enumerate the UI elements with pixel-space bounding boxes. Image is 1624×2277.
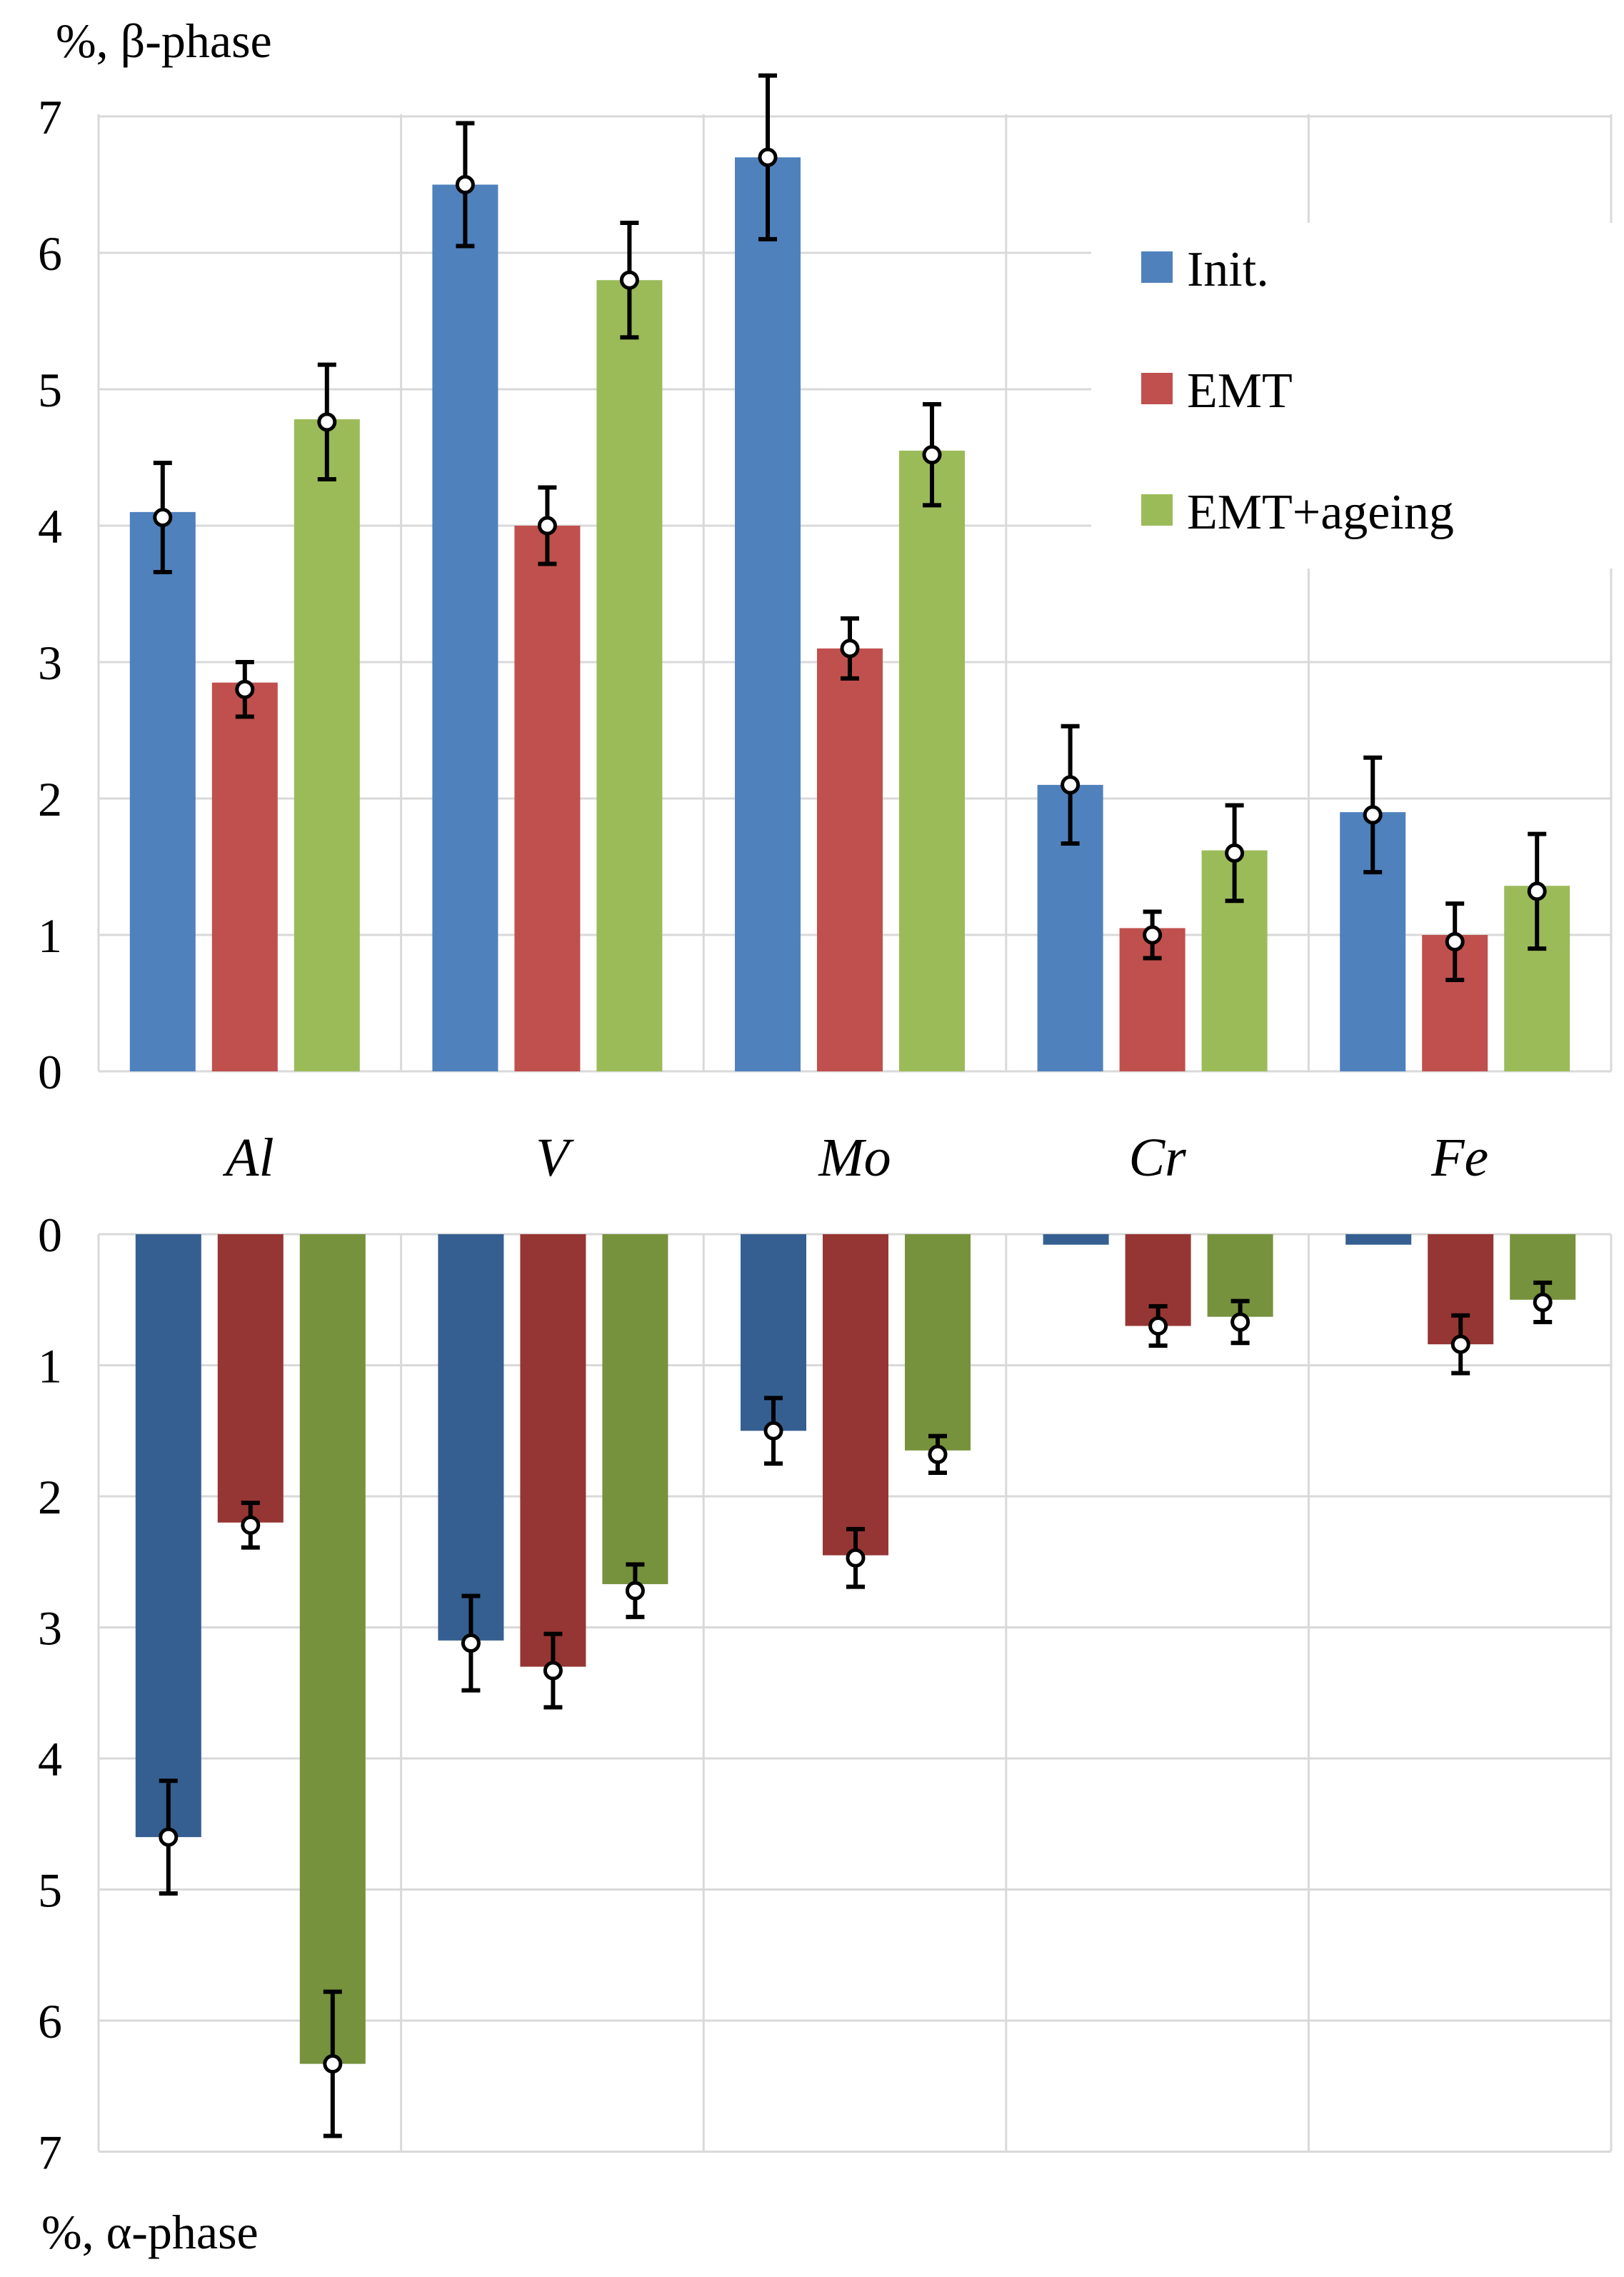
- bottom-bar-mo-emt-ageing-marker: [928, 1444, 948, 1464]
- top-bar-cr-emt-marker: [1143, 925, 1163, 945]
- top-bar-al-emt-ageing-marker: [317, 412, 337, 432]
- category-label-mo: Mo: [818, 1128, 891, 1188]
- bottom-y-tick-1: 1: [38, 1339, 62, 1393]
- bottom-bar-al-emt: [217, 1234, 284, 1523]
- top-bar-fe-emt-marker: [1445, 932, 1465, 952]
- bottom-bar-mo-init-marker: [763, 1421, 783, 1441]
- bottom-y-tick-4: 4: [38, 1732, 62, 1786]
- top-y-tick-5: 5: [38, 363, 62, 417]
- bottom-bar-v-emt-ageing: [602, 1234, 668, 1584]
- bottom-bar-cr-emt-marker: [1148, 1316, 1168, 1336]
- legend-swatch-emt: [1141, 373, 1173, 404]
- bottom-bar-fe-emt-ageing-marker: [1533, 1292, 1553, 1312]
- bottom-bar-mo-emt-ageing: [905, 1234, 971, 1451]
- legend-label-init: Init.: [1187, 242, 1269, 297]
- bottom-bar-v-emt: [520, 1234, 586, 1667]
- category-label-cr: Cr: [1128, 1128, 1186, 1188]
- top-y-tick-0: 0: [38, 1045, 62, 1099]
- bottom-bar-cr-emt-ageing-marker: [1230, 1312, 1250, 1332]
- category-label-fe: Fe: [1430, 1128, 1488, 1188]
- top-y-tick-1: 1: [38, 909, 62, 963]
- bottom-y-tick-2: 2: [38, 1470, 62, 1524]
- top-bar-v-emt-ageing: [596, 280, 663, 1072]
- legend-label-emt: EMT: [1187, 364, 1293, 419]
- top-y-tick-7: 7: [38, 90, 62, 144]
- top-y-axis-title: %, β-phase: [56, 14, 272, 68]
- top-bar-v-emt-marker: [537, 516, 557, 536]
- bottom-bar-v-emt-ageing-marker: [625, 1581, 645, 1601]
- top-bar-v-init-marker: [455, 175, 475, 194]
- bottom-y-tick-0: 0: [38, 1208, 62, 1262]
- bottom-bar-mo-emt: [823, 1234, 888, 1556]
- bottom-bar-al-init-marker: [159, 1827, 179, 1847]
- top-bar-al-emt: [211, 682, 278, 1071]
- top-bar-cr-emt-ageing-marker: [1225, 843, 1245, 863]
- top-y-tick-2: 2: [38, 772, 62, 826]
- top-bar-cr-init-marker: [1061, 775, 1081, 795]
- tick-labels-layer: 0 1 2 3 4 5 6 7 0 1 2 3 4 5 6 7 Al V Mo Cr Fe: [38, 90, 1488, 2180]
- bottom-bar-v-emt-marker: [543, 1661, 563, 1681]
- top-bar-al-emt-ageing: [294, 419, 360, 1071]
- bottom-y-tick-6: 6: [38, 1994, 62, 2048]
- top-bar-al-init: [129, 511, 196, 1071]
- top-y-tick-3: 3: [38, 636, 62, 690]
- legend-swatch-init: [1141, 251, 1173, 283]
- category-label-al: Al: [222, 1128, 274, 1188]
- top-bar-fe-emt-ageing-marker: [1527, 881, 1547, 901]
- top-y-tick-6: 6: [38, 226, 62, 281]
- top-bar-fe-init-marker: [1363, 805, 1383, 825]
- legend-background: [1091, 223, 1624, 569]
- bottom-bar-al-emt-ageing: [299, 1234, 366, 2064]
- bottom-y-tick-7: 7: [38, 2126, 62, 2180]
- bottom-bar-v-init: [438, 1234, 504, 1641]
- top-bar-mo-emt-ageing: [899, 450, 965, 1071]
- legend-swatch-emt-ageing: [1141, 494, 1173, 526]
- top-bar-v-init: [432, 184, 498, 1071]
- top-bar-al-emt-marker: [235, 679, 255, 699]
- top-y-tick-4: 4: [38, 499, 62, 554]
- bottom-bar-mo-emt-marker: [846, 1548, 866, 1568]
- bottom-bar-al-emt-marker: [241, 1515, 261, 1535]
- top-bar-mo-emt: [817, 648, 883, 1071]
- legend: Init. EMT EMT+ageing: [1091, 223, 1624, 569]
- bottom-bar-v-init-marker: [461, 1633, 481, 1653]
- bottom-y-tick-3: 3: [38, 1601, 62, 1656]
- bottom-bar-fe-init: [1345, 1234, 1412, 1245]
- category-label-v: V: [536, 1128, 574, 1188]
- legend-label-emt-ageing: EMT+ageing: [1187, 485, 1454, 540]
- bottom-y-tick-5: 5: [38, 1863, 62, 1918]
- bottom-bar-cr-init: [1043, 1234, 1109, 1245]
- bottom-bar-fe-emt-marker: [1450, 1334, 1470, 1354]
- top-bar-mo-init-marker: [758, 147, 778, 167]
- bottom-bar-al-emt-ageing-marker: [323, 2054, 343, 2074]
- top-bar-mo-emt-marker: [840, 639, 860, 659]
- top-bar-mo-emt-ageing-marker: [922, 445, 942, 465]
- top-bar-al-init-marker: [153, 508, 173, 528]
- top-bar-v-emt: [514, 526, 581, 1071]
- bars-layer: [129, 157, 1576, 2064]
- bottom-y-axis-title: %, α-phase: [41, 2205, 259, 2259]
- top-bar-mo-init: [735, 157, 801, 1071]
- error-bars-layer: [153, 73, 1553, 2138]
- top-panel-gridlines: [97, 114, 1613, 1073]
- top-bar-v-emt-ageing-marker: [619, 270, 639, 290]
- bottom-bar-al-init: [135, 1234, 201, 1838]
